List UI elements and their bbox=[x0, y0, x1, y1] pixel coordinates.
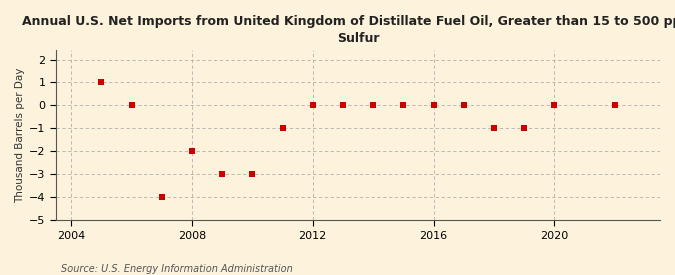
Point bbox=[428, 103, 439, 108]
Point bbox=[338, 103, 348, 108]
Point bbox=[247, 172, 258, 177]
Y-axis label: Thousand Barrels per Day: Thousand Barrels per Day bbox=[15, 68, 25, 203]
Point bbox=[126, 103, 137, 108]
Point bbox=[518, 126, 529, 131]
Point bbox=[489, 126, 500, 131]
Point bbox=[368, 103, 379, 108]
Point bbox=[277, 126, 288, 131]
Point bbox=[96, 80, 107, 85]
Point bbox=[307, 103, 318, 108]
Point bbox=[610, 103, 620, 108]
Text: Source: U.S. Energy Information Administration: Source: U.S. Energy Information Administ… bbox=[61, 264, 292, 274]
Point bbox=[186, 149, 197, 154]
Point bbox=[458, 103, 469, 108]
Point bbox=[549, 103, 560, 108]
Title: Annual U.S. Net Imports from United Kingdom of Distillate Fuel Oil, Greater than: Annual U.S. Net Imports from United King… bbox=[22, 15, 675, 45]
Point bbox=[217, 172, 227, 177]
Point bbox=[398, 103, 409, 108]
Point bbox=[157, 195, 167, 200]
